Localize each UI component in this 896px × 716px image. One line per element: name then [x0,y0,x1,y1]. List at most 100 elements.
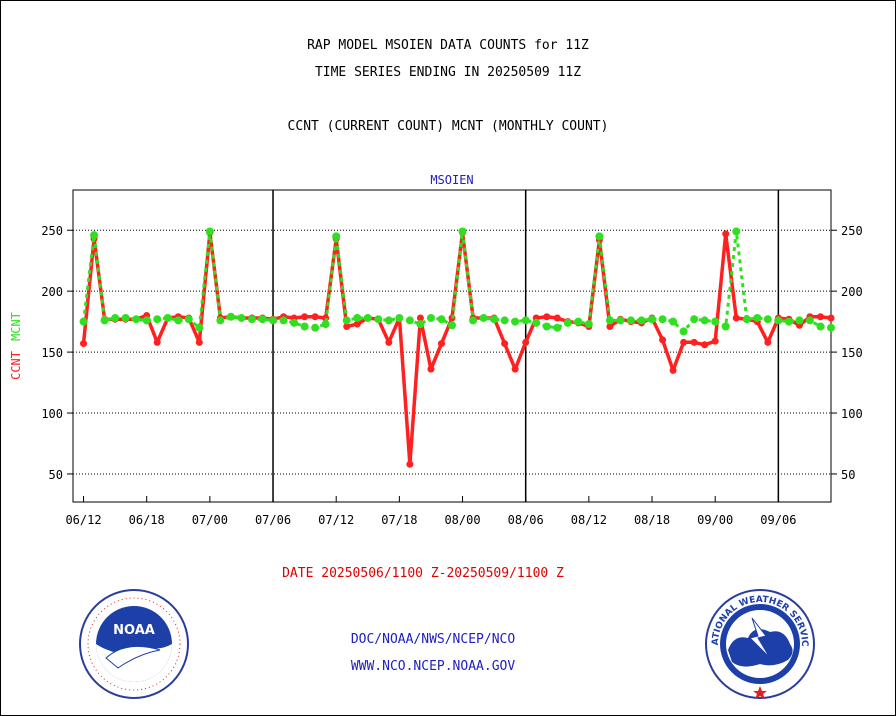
x-tick-label: 08/18 [634,513,670,527]
x-tick-label: 06/12 [65,513,101,527]
y-tick-label-right: 200 [841,285,863,299]
data-point-mcnt [111,313,120,322]
y-tick-label-left: 250 [41,224,63,238]
x-tick-label: 08/12 [571,513,607,527]
x-tick-label: 09/06 [760,513,796,527]
data-point-mcnt [79,317,88,326]
x-tick-label: 07/18 [381,513,417,527]
data-point-mcnt [458,227,467,236]
y-axis-label-ccnt: CCNT [9,351,23,380]
data-point-mcnt [363,313,372,322]
data-point-mcnt [332,232,341,241]
data-point-ccnt [680,338,688,346]
data-point-mcnt [269,316,278,325]
data-point-mcnt [626,316,635,325]
x-tick-label: 08/06 [508,513,544,527]
data-point-mcnt [205,227,214,236]
y-tick-label-right: 100 [841,407,863,421]
data-point-mcnt [184,315,193,324]
data-point-mcnt [300,322,309,331]
data-point-mcnt [711,317,720,326]
data-point-mcnt [532,318,541,327]
data-point-ccnt [385,338,393,346]
data-point-ccnt [711,337,719,345]
x-tick-label: 07/00 [192,513,228,527]
y-tick-label-left: 100 [41,407,63,421]
data-point-mcnt [763,315,772,324]
data-point-mcnt [584,320,593,329]
data-point-ccnt [764,338,772,346]
data-point-mcnt [279,316,288,325]
data-point-mcnt [321,320,330,329]
y-tick-label-left: 50 [49,468,63,482]
y-tick-label-right: 150 [841,346,863,360]
chart-legend-title: CCNT (CURRENT COUNT) MCNT (MONTHLY COUNT… [287,119,609,134]
data-point-ccnt [416,314,424,322]
data-point-ccnt [543,313,551,321]
data-point-ccnt [80,340,88,348]
chart-subtitle: TIME SERIES ENDING IN 20250509 11Z [314,65,582,80]
data-point-mcnt [563,318,572,327]
footer-link-website[interactable]: WWW.NCO.NCEP.NOAA.GOV [350,659,516,674]
time-series-chart: 50 50 100 100 150 150 200 200 250 250 06/12 06/18 07… [9,173,863,527]
data-point-ccnt [690,338,698,346]
data-point-mcnt [479,313,488,322]
nws-logo: NATIONAL WEATHER SERVICE [704,588,815,699]
data-point-mcnt [195,323,204,332]
data-point-ccnt [353,320,361,328]
data-point-mcnt [416,320,425,329]
data-point-ccnt [427,365,435,373]
data-point-mcnt [784,317,793,326]
data-point-mcnt [542,322,551,331]
data-point-mcnt [816,322,825,331]
data-point-ccnt [437,340,445,348]
data-point-mcnt [448,321,456,330]
data-point-ccnt [701,341,709,349]
data-point-ccnt [522,338,530,346]
noaa-logo-text: NOAA [113,623,155,638]
data-point-mcnt [437,315,446,324]
data-point-mcnt [774,316,783,325]
y-tick-label-left: 200 [41,285,63,299]
plot-area [72,189,832,503]
data-point-mcnt [216,316,225,325]
data-point-ccnt [553,314,561,322]
data-point-mcnt [121,313,130,322]
data-point-mcnt [553,323,562,332]
data-point-ccnt [501,340,509,348]
footer-link-doc[interactable]: DOC/NOAA/NWS/NCEP/NCO [350,632,516,647]
data-point-mcnt [690,315,699,324]
data-point-mcnt [132,315,141,324]
data-point-mcnt [226,312,235,321]
date-range: DATE 20250506/1100 Z-20250509/1100 Z [282,566,564,581]
x-tick-label: 08/00 [444,513,480,527]
data-point-mcnt [342,316,351,325]
data-point-mcnt [469,316,478,325]
data-point-mcnt [100,316,109,325]
data-point-mcnt [742,315,751,324]
data-point-mcnt [521,316,530,325]
data-point-mcnt [311,323,320,332]
data-point-mcnt [426,313,435,322]
data-point-mcnt [574,317,583,326]
data-point-ccnt [732,314,740,322]
data-point-mcnt [142,316,151,325]
data-point-mcnt [290,318,299,327]
data-point-mcnt [153,315,162,324]
y-axis-label-mcnt: MCNT [9,312,23,341]
data-point-mcnt [732,227,741,236]
data-point-mcnt [605,316,614,325]
plot-label: MSOIEN [430,173,473,187]
data-point-ccnt [153,338,161,346]
data-point-ccnt [195,338,203,346]
data-point-mcnt [648,315,657,324]
data-point-ccnt [669,366,677,374]
chart-title: RAP MODEL MSOIEN DATA COUNTS for 11Z [307,38,589,53]
data-point-ccnt [659,336,667,344]
data-point-ccnt [816,313,824,321]
data-point-ccnt [311,313,319,321]
x-tick-label: 09/00 [697,513,733,527]
data-point-ccnt [511,365,519,373]
data-point-mcnt [384,316,393,325]
data-point-mcnt [163,313,172,322]
